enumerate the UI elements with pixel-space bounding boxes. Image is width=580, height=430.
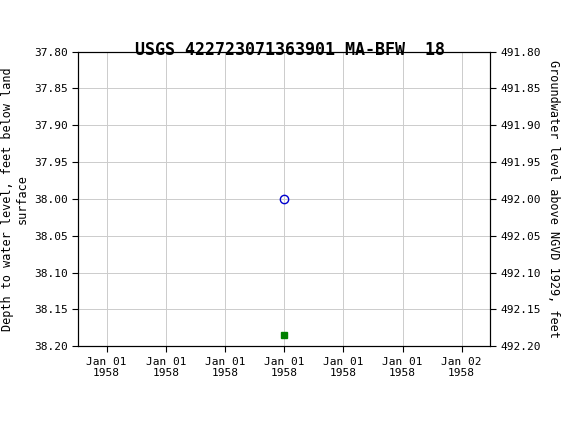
Text: USGS 422723071363901 MA-BFW  18: USGS 422723071363901 MA-BFW 18 (135, 41, 445, 59)
Text: ≡USGS: ≡USGS (3, 8, 85, 28)
Y-axis label: Depth to water level, feet below land
surface: Depth to water level, feet below land su… (1, 67, 28, 331)
Y-axis label: Groundwater level above NGVD 1929, feet: Groundwater level above NGVD 1929, feet (546, 60, 560, 338)
